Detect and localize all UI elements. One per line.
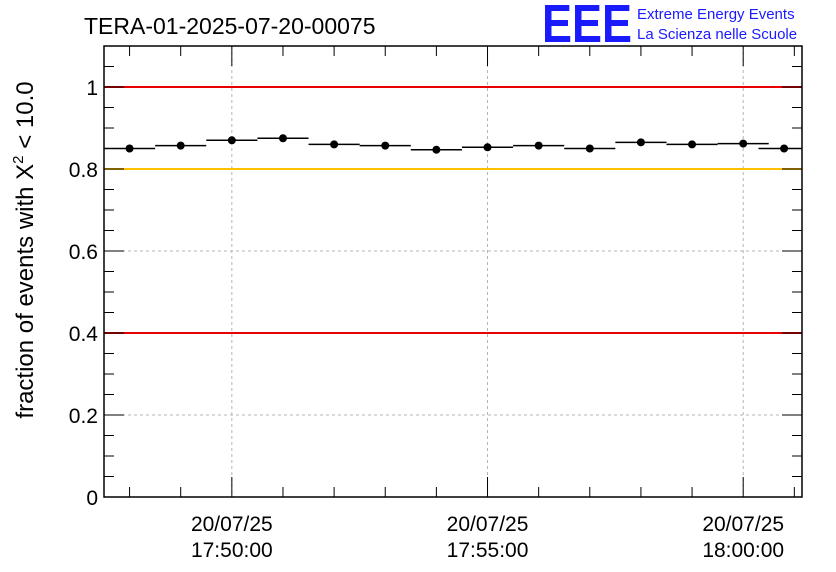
axes <box>103 45 803 498</box>
data-point <box>176 141 185 150</box>
data-point-group <box>410 145 462 154</box>
x-tick-date-label: 20/07/25 <box>447 513 529 536</box>
data-point <box>780 144 789 153</box>
data-point-group <box>615 138 667 147</box>
eee-logo: EEE Extreme Energy Events La Scienza nel… <box>542 0 797 54</box>
logo-line2: La Scienza nelle Scuole <box>637 26 797 43</box>
data-point-group <box>155 141 207 150</box>
y-axis-label: fraction of events with X2 < 10.0 <box>10 81 39 418</box>
data-point <box>534 141 543 150</box>
data-point-group <box>461 143 514 152</box>
y-tick-label: 0 <box>86 487 98 510</box>
data-point-group <box>666 140 718 149</box>
y-tick-labels: 0 0.2 0.4 0.6 0.8 1 <box>69 77 99 510</box>
data-point-group <box>513 141 565 150</box>
data-point-group <box>717 139 769 148</box>
y-tick-label: 0.6 <box>69 241 98 264</box>
data-point <box>125 144 134 153</box>
data-point-group <box>308 140 360 149</box>
data-point <box>636 138 645 147</box>
y-tick-label: 1 <box>86 77 98 100</box>
x-tick-time-label: 17:55:00 <box>447 539 529 562</box>
y-tick-label: 0.8 <box>69 159 98 182</box>
data-point-group <box>206 136 258 145</box>
plot-frame <box>103 45 803 498</box>
y-axis-label-suffix: < 10.0 <box>12 81 39 155</box>
logo-line1: Extreme Energy Events <box>637 6 795 23</box>
data-point <box>688 140 697 149</box>
reference-lines <box>104 86 802 334</box>
x-tick-labels: 20/07/25 17:50:00 20/07/25 17:55:00 20/07/25… <box>191 513 784 562</box>
y-tick-label: 0.2 <box>69 405 98 428</box>
data-point <box>432 145 441 154</box>
data-point <box>330 140 339 149</box>
logo-mark: EEE <box>542 0 632 54</box>
data-point <box>585 144 594 153</box>
data-point-group <box>359 141 411 150</box>
data-point <box>227 136 236 145</box>
data-point-group <box>257 134 309 143</box>
data-point-group <box>758 144 802 153</box>
x-tick-time-label: 17:50:00 <box>191 539 273 562</box>
data-point <box>739 139 748 148</box>
y-tick-label: 0.4 <box>69 323 99 346</box>
data-points <box>104 134 802 154</box>
data-point-group <box>564 144 616 153</box>
x-tick-date-label: 20/07/25 <box>702 513 784 536</box>
data-point <box>278 134 287 143</box>
x-tick-date-label: 20/07/25 <box>191 513 273 536</box>
y-axis-label-symbol: X <box>12 164 39 180</box>
data-point <box>381 141 390 150</box>
x-tick-time-label: 18:00:00 <box>702 539 784 562</box>
grid <box>104 46 802 497</box>
y-axis-label-superscript: 2 <box>10 155 27 163</box>
data-point <box>483 143 492 152</box>
y-axis-label-prefix: fraction of events with <box>12 180 39 419</box>
data-point-group <box>104 144 156 153</box>
chart-title: TERA-01-2025-07-20-00075 <box>84 13 376 39</box>
